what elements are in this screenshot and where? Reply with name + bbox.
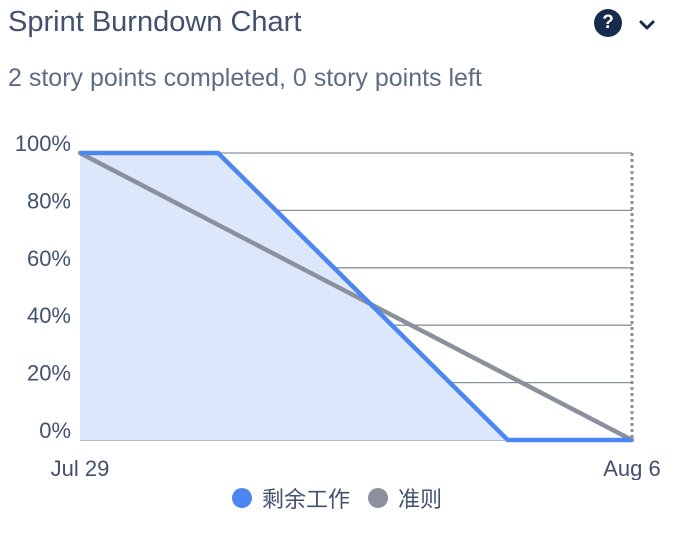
remaining-work-series-line bbox=[80, 150, 632, 443]
help-icon[interactable]: ? bbox=[594, 9, 622, 37]
legend-item-remaining[interactable]: 剩余工作 bbox=[231, 482, 350, 514]
chart-legend: 剩余工作 准则 bbox=[0, 482, 674, 514]
legend-label-guideline: 准则 bbox=[398, 487, 443, 512]
legend-dot-guideline bbox=[368, 488, 388, 508]
legend-dot-remaining bbox=[231, 488, 252, 508]
y-tick-label: 20% bbox=[27, 361, 71, 386]
y-tick-label: 40% bbox=[27, 303, 71, 328]
chart-title: Sprint Burndown Chart bbox=[8, 6, 302, 38]
y-tick-label: 80% bbox=[27, 188, 71, 213]
legend-item-guideline[interactable]: 准则 bbox=[368, 482, 442, 514]
burndown-chart: 100% 80% 60% 40% 20% 0% Jul 29 Aug 6 bbox=[15, 131, 661, 480]
guideline-series-line bbox=[77, 150, 635, 443]
legend-label-remaining: 剩余工作 bbox=[261, 487, 350, 512]
y-tick-label: 0% bbox=[39, 418, 71, 443]
chevron-down-icon[interactable] bbox=[636, 14, 658, 36]
x-tick-label: Jul 29 bbox=[51, 456, 110, 480]
chart-subtitle: 2 story points completed, 0 story points… bbox=[8, 64, 482, 92]
y-tick-label: 60% bbox=[27, 246, 71, 271]
y-tick-label: 100% bbox=[15, 131, 71, 156]
x-tick-label: Aug 6 bbox=[603, 456, 661, 480]
